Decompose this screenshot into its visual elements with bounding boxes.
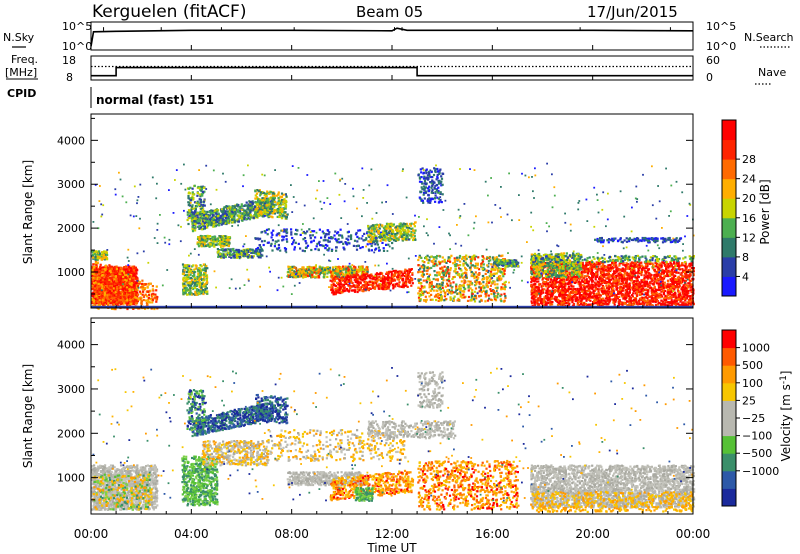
colorbar-tick-label: −500: [742, 447, 772, 460]
colorbar-swatch: [722, 217, 736, 238]
velocity-ylabel: Slant Range [km]: [21, 364, 35, 468]
noise-ytick-top-right: 10^5: [706, 20, 736, 33]
nsky-trace: [90, 27, 693, 47]
colorbar-swatch: [722, 159, 736, 180]
colorbar-swatch: [722, 330, 736, 349]
ytick-label: 2000: [57, 222, 85, 235]
colorbar-tick-label: 25: [742, 394, 756, 407]
noise-ytick-top-left: 10^5: [62, 20, 92, 33]
colorbar-swatch: [722, 139, 736, 160]
colorbar-swatch: [722, 470, 736, 489]
colorbar-tick-label: 12: [742, 231, 756, 244]
colorbar-tick-label: −25: [742, 412, 765, 425]
xtick-label: 16:00: [475, 527, 510, 541]
ytick-label: 3000: [57, 178, 85, 191]
ytick-label: 1000: [57, 472, 85, 485]
cpid-label: CPID: [7, 87, 36, 100]
beam-title: Beam 05: [356, 3, 423, 21]
power-colorbar-label: Power [dB]: [758, 179, 772, 244]
colorbar-swatch: [722, 382, 736, 401]
colorbar-tick-label: −100: [742, 430, 772, 443]
ytick-label: 3000: [57, 383, 85, 396]
colorbar-tick-label: 8: [742, 251, 749, 264]
colorbar-tick-label: 16: [742, 212, 756, 225]
nave-ytick-bottom: 0: [706, 71, 713, 84]
nave-ytick-top: 60: [706, 54, 720, 67]
colorbar-swatch: [722, 365, 736, 384]
xtick-label: 00:00: [74, 527, 109, 541]
colorbar-swatch: [722, 347, 736, 366]
colorbar-tick-label: 20: [742, 192, 756, 205]
ytick-label: 2000: [57, 427, 85, 440]
colorbar-frame: [721, 119, 737, 297]
power-scatter: [91, 162, 695, 311]
colorbar-tick-label: 28: [742, 153, 756, 166]
colorbar-swatch: [722, 435, 736, 454]
noise-ytick-bottom-right: 10^0: [706, 40, 736, 53]
ytick-label: 4000: [57, 339, 85, 352]
colorbar-tick-label: 100: [742, 377, 763, 390]
xtick-label: 00:00: [676, 527, 711, 541]
freq-ytick-top: 18: [62, 54, 76, 67]
freq-ytick-bottom: 8: [66, 71, 73, 84]
colorbar-swatch: [722, 178, 736, 199]
colorbar-swatch: [722, 276, 736, 297]
station-title: Kerguelen (fitACF): [92, 2, 246, 22]
colorbar-swatch: [722, 488, 736, 507]
xtick-label: 08:00: [274, 527, 309, 541]
colorbar-tick-label: 500: [742, 359, 763, 372]
nave-label: Nave: [758, 66, 786, 79]
freq-unit-label: [MHz]: [5, 66, 37, 79]
x-axis-label: Time UT: [366, 541, 417, 554]
time-x-axis: 00:00 04:00 08:00 12:00 16:00 20:00 00:00: [74, 45, 711, 541]
freq-trace-layer: [91, 65, 693, 77]
xtick-label: 20:00: [575, 527, 610, 541]
velocity-colorbar: 1000 500 100 25 −25 −100 −500 −1000: [721, 329, 779, 507]
colorbar-swatch: [722, 120, 736, 141]
velocity-y-axis: 1000 2000 3000 4000: [57, 321, 693, 501]
power-colorbar: 4 8 12 16 20 24 28: [721, 119, 756, 297]
freq-trace: [91, 66, 693, 77]
power-y-axis: 1000 2000 3000 4000: [57, 117, 693, 295]
nsky-label: N.Sky: [3, 31, 35, 44]
date-title: 17/Jun/2015: [587, 3, 678, 21]
velocity-colorbar-label: Velocity [m s-1]: [779, 371, 793, 462]
colorbar-swatch: [722, 198, 736, 219]
colorbar-tick-label: −1000: [742, 465, 779, 478]
colorbar-swatch: [722, 256, 736, 277]
freq-label: Freq.: [11, 53, 38, 66]
colorbar-tick-label: 4: [742, 270, 749, 283]
xtick-label: 04:00: [174, 527, 209, 541]
nsearch-label: N.Search: [744, 31, 794, 44]
velocity-scatter: [91, 367, 696, 513]
colorbar-swatch: [722, 400, 736, 419]
cpid-value: normal (fast) 151: [96, 93, 214, 107]
noise-ytick-bottom-left: 10^0: [62, 40, 92, 53]
colorbar-swatch: [722, 453, 736, 472]
colorbar-swatch: [722, 418, 736, 437]
power-ylabel: Slant Range [km]: [21, 160, 35, 264]
colorbar-swatch: [722, 237, 736, 258]
noise-trace-layer: [90, 27, 693, 47]
xtick-label: 12:00: [375, 527, 410, 541]
colorbar-tick-label: 24: [742, 173, 756, 186]
ytick-label: 1000: [57, 266, 85, 279]
ytick-label: 4000: [57, 134, 85, 147]
colorbar-tick-label: 1000: [742, 342, 770, 355]
